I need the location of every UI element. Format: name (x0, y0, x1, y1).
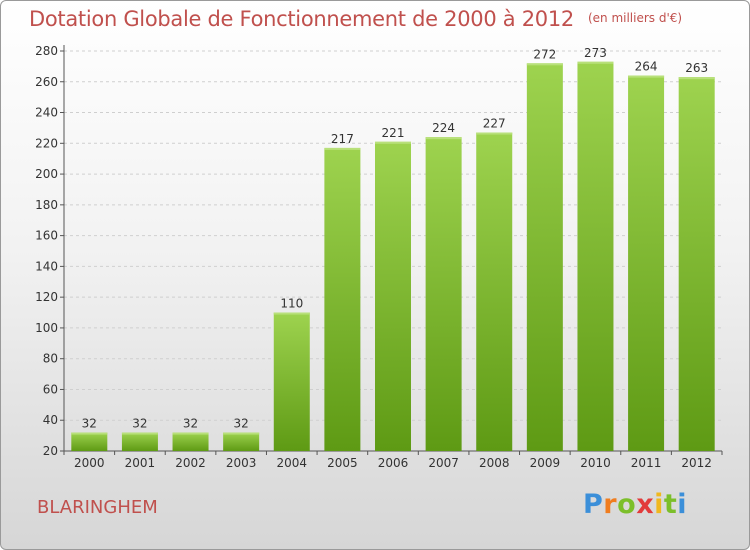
data-label: 272 (533, 47, 556, 61)
chart-title: Dotation Globale de Fonctionnement de 20… (29, 7, 682, 31)
bar-highlight (172, 432, 209, 435)
x-tick-label: 2004 (276, 456, 307, 470)
logo-letter: o (617, 489, 637, 520)
x-axis-ticks: 2000 2001 2002 2003 2004 2005 2006 2007 2008 2009… (63, 451, 723, 470)
data-label: 264 (635, 60, 658, 74)
data-label: 32 (183, 417, 198, 431)
x-tick-label: 2003 (226, 456, 257, 470)
data-label: 227 (483, 117, 506, 131)
bar-highlight (577, 61, 614, 64)
bar-highlight (628, 75, 665, 78)
logo-letter: x (636, 489, 655, 520)
x-tick-label: 2010 (580, 456, 611, 470)
data-label: 110 (280, 297, 303, 311)
bar (273, 312, 310, 451)
data-label: 273 (584, 46, 607, 60)
bar (425, 137, 462, 451)
bar (678, 77, 715, 452)
bar-highlight (121, 432, 158, 435)
logo-letter: t (663, 489, 678, 520)
bar-highlight (273, 312, 310, 315)
proxiti-logo: Proxiti (583, 489, 687, 520)
logo-letter: i (654, 489, 664, 520)
data-label: 224 (432, 121, 455, 135)
bar-highlight (476, 132, 513, 135)
bar (172, 432, 209, 451)
bar-highlight (223, 432, 260, 435)
y-tick-label: 80 (43, 352, 58, 366)
bar-highlight (425, 137, 462, 140)
y-axis-ticks: 20 40 60 80 100 120 140 160 180 200 220 240 260 280 (35, 44, 64, 458)
x-tick-label: 2005 (327, 456, 358, 470)
bar-highlight (324, 147, 361, 150)
bar (375, 141, 411, 451)
y-tick-label: 100 (35, 321, 58, 335)
bar (628, 75, 665, 451)
y-tick-label: 200 (35, 167, 58, 181)
y-tick-label: 60 (43, 382, 58, 396)
x-tick-label: 2006 (378, 456, 409, 470)
data-label: 263 (685, 61, 708, 75)
y-tick-label: 120 (35, 290, 58, 304)
bar (577, 61, 614, 452)
chart-title-text: Dotation Globale de Fonctionnement de 20… (29, 7, 574, 31)
x-tick-label: 2009 (530, 456, 561, 470)
y-tick-label: 160 (35, 229, 58, 243)
data-label: 32 (82, 417, 97, 431)
x-tick-label: 2007 (428, 456, 459, 470)
unit-label: (en milliers d'€) (587, 11, 683, 25)
bar (71, 432, 108, 451)
x-tick-label: 2008 (479, 456, 510, 470)
logo-letter: P (583, 489, 604, 520)
data-label: 32 (234, 417, 249, 431)
y-tick-label: 240 (35, 106, 58, 120)
y-tick-label: 280 (35, 44, 58, 58)
x-tick-label: 2002 (175, 456, 206, 470)
bar (223, 432, 260, 451)
y-tick-label: 40 (43, 413, 58, 427)
bar-highlight (678, 77, 715, 80)
data-label: 32 (132, 417, 147, 431)
bar-highlight (375, 141, 411, 144)
x-tick-label: 2011 (631, 456, 662, 470)
bar (121, 432, 158, 451)
y-tick-label: 220 (35, 136, 58, 150)
bar-highlight (71, 432, 108, 435)
bar (526, 63, 563, 452)
y-tick-label: 140 (35, 259, 58, 273)
x-tick-label: 2012 (681, 456, 712, 470)
data-label: 221 (382, 126, 405, 140)
bar-highlight (526, 63, 563, 66)
bars: 32 32 32 32 110 217 221 224 227 272 273 264 263 (71, 46, 715, 452)
logo-letter: r (603, 489, 618, 520)
y-tick-label: 260 (35, 75, 58, 89)
x-tick-label: 2001 (125, 456, 156, 470)
commune-name: BLARINGHEM (37, 497, 158, 518)
y-tick-label: 180 (35, 198, 58, 212)
data-label: 217 (331, 132, 354, 146)
y-tick-label: 20 (43, 444, 58, 458)
bar (476, 132, 513, 452)
x-tick-label: 2000 (74, 456, 105, 470)
bar (324, 147, 361, 451)
logo-letter: i (677, 489, 688, 520)
